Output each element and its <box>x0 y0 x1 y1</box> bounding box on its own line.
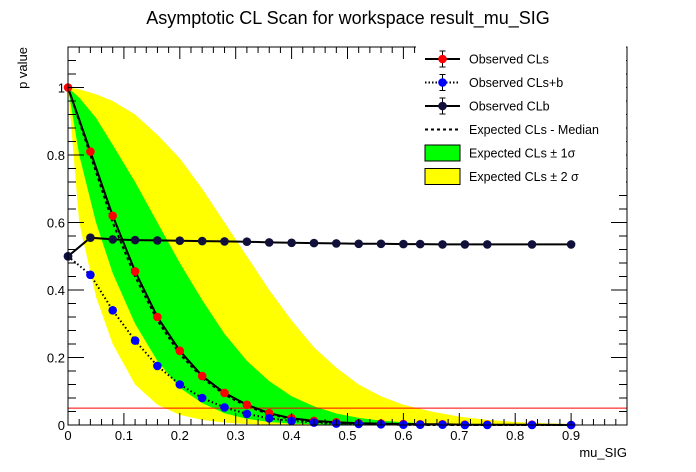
observed-clb-point <box>175 236 185 245</box>
legend-label: Expected CLs ± 2 σ <box>469 170 579 184</box>
x-tick-label: 0.1 <box>115 428 133 443</box>
y-tick-label: 0.8 <box>47 148 65 163</box>
x-tick-label: 0.5 <box>338 428 356 443</box>
x-tick-label: 0.7 <box>450 428 468 443</box>
x-tick-label: 0.8 <box>506 428 524 443</box>
observed-clb-point <box>354 239 364 249</box>
observed-clb-point <box>399 239 408 249</box>
observed-clb-point <box>86 233 95 242</box>
x-tick-label: 0 <box>64 428 71 443</box>
x-tick-label: 0.9 <box>562 428 580 443</box>
observed-clsb-point <box>242 409 252 419</box>
x-axis-label: mu_SIG <box>579 445 627 460</box>
observed-clsb-point <box>108 306 117 315</box>
legend-label: Expected CLs ± 1σ <box>469 147 576 161</box>
observed-cls-point <box>197 371 207 381</box>
legend-swatch <box>424 144 461 162</box>
legend-label: Observed CLs <box>469 53 549 67</box>
y-tick-label: 0.6 <box>47 216 65 231</box>
observed-cls-point <box>242 400 252 410</box>
expected-bands <box>68 87 572 425</box>
observed-clsb-point <box>264 414 274 423</box>
observed-clb-point <box>309 238 319 248</box>
observed-clb-point <box>108 235 117 244</box>
observed-clb-point <box>130 235 140 245</box>
observed-clb-point <box>242 237 252 246</box>
legend-marker <box>438 54 447 64</box>
x-tick-label: 0.3 <box>227 428 245 443</box>
observed-clb-line <box>67 236 572 258</box>
y-axis-label: p value <box>15 47 30 89</box>
observed-clsb-point <box>86 270 95 280</box>
observed-clsb-point <box>175 380 185 389</box>
observed-clb-point <box>483 240 492 249</box>
observed-clsb-point <box>220 403 229 412</box>
legend-box <box>416 46 626 192</box>
observed-cls-point <box>108 211 117 221</box>
legend-label: Observed CLs+b <box>469 76 563 90</box>
legend-marker <box>438 101 447 111</box>
axes: 0 0.1 0.2 0.3 0.4 0.5 0.6 0.7 0.8 0.9 0 0.2 0.4 0.6 0.… <box>47 46 628 443</box>
observed-clb-point <box>197 236 207 246</box>
observed-cls-point <box>220 388 229 398</box>
observed-clsb-point <box>130 336 140 345</box>
legend-label: Expected CLs - Median <box>469 123 599 137</box>
observed-clb-point <box>415 239 425 249</box>
observed-clb-point <box>332 239 341 248</box>
observed-clb-point <box>460 240 470 249</box>
observed-cls-point <box>130 267 140 276</box>
legend: Observed CLs Observed CLs+b Observed CLb Ex… <box>416 46 626 192</box>
y-tick-label: 0.4 <box>47 283 65 298</box>
x-tick-label: 0.4 <box>283 428 301 443</box>
legend-swatch <box>424 168 461 185</box>
observed-cls-point <box>175 346 185 356</box>
y-tick-label: 0.2 <box>47 351 65 366</box>
observed-cls-point <box>86 147 95 156</box>
observed-clb-point <box>264 238 274 247</box>
band-1sigma <box>68 87 572 425</box>
x-tick-label: 0.6 <box>394 428 412 443</box>
legend-label: Observed CLb <box>469 100 550 114</box>
y-tick-label: 1 <box>58 81 65 96</box>
legend-marker <box>438 78 447 87</box>
observed-clb-point <box>438 240 447 249</box>
observed-clsb-point <box>153 361 162 371</box>
observed-cls-point <box>153 312 162 322</box>
observed-clb-point <box>566 240 576 249</box>
x-tick-label: 0.2 <box>171 428 189 443</box>
chart-title: Asymptotic CL Scan for workspace result_… <box>146 8 550 29</box>
observed-clb-point <box>153 236 162 245</box>
observed-clb-point <box>376 239 386 249</box>
observed-clb-point <box>287 238 296 248</box>
observed-clb-point <box>527 240 537 249</box>
observed-clsb-point <box>197 393 207 403</box>
observed-clb-point <box>220 237 229 246</box>
y-tick-label: 0 <box>58 418 65 433</box>
